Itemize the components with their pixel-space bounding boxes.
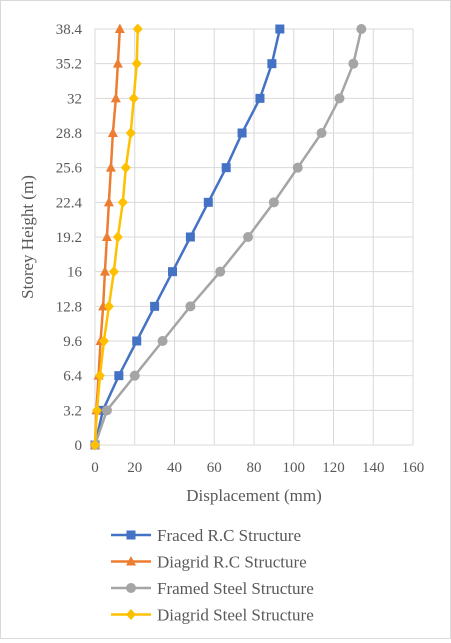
x-tick-label: 0 xyxy=(91,460,99,476)
data-point xyxy=(275,24,285,34)
data-point xyxy=(128,92,139,104)
legend-item: Framed Steel Structure xyxy=(111,579,314,598)
series-group xyxy=(90,23,367,451)
data-point xyxy=(150,301,160,311)
x-axis-title: Displacement (mm) xyxy=(186,486,322,505)
data-point xyxy=(99,266,110,276)
x-tick-label: 140 xyxy=(362,460,385,476)
y-tick-label: 12.8 xyxy=(56,299,82,315)
y-tick-label: 35.2 xyxy=(56,57,82,73)
data-point xyxy=(103,300,114,312)
data-point xyxy=(90,439,100,451)
y-tick-label: 32 xyxy=(67,91,82,107)
data-point xyxy=(131,58,142,70)
data-point xyxy=(120,162,131,174)
data-point xyxy=(110,92,121,103)
series-4 xyxy=(90,23,143,451)
y-tick-labels: 0 3.2 6.4 9.6 12.8 16 19.2 22.4 25.6 28.8 32 35.2 38… xyxy=(56,22,83,454)
y-tick-label: 19.2 xyxy=(56,230,82,246)
data-point xyxy=(356,24,367,34)
legend-label: Framed Steel Structure xyxy=(157,579,314,598)
y-tick-label: 16 xyxy=(67,265,83,281)
x-tick-label: 120 xyxy=(322,460,345,476)
legend-swatch-marker xyxy=(126,556,136,566)
data-point xyxy=(268,197,279,208)
data-point xyxy=(267,59,277,69)
data-point xyxy=(108,266,119,278)
legend-swatch-marker xyxy=(126,609,136,620)
legend-swatch-marker xyxy=(126,530,136,540)
series-3 xyxy=(90,24,367,450)
data-point xyxy=(215,266,226,277)
data-point xyxy=(168,267,178,277)
data-point xyxy=(114,371,124,381)
data-point xyxy=(112,231,123,243)
data-point xyxy=(221,163,231,173)
data-point xyxy=(185,301,196,312)
data-point xyxy=(348,58,359,69)
y-tick-label: 28.8 xyxy=(56,126,82,142)
y-tick-label: 3.2 xyxy=(63,403,82,419)
data-point xyxy=(114,23,125,33)
data-point xyxy=(292,162,303,173)
legend-item: Fraced R.C Structure xyxy=(111,526,301,545)
data-point xyxy=(101,405,112,416)
data-point xyxy=(185,232,195,242)
x-tick-label: 100 xyxy=(283,460,306,476)
y-tick-label: 38.4 xyxy=(56,22,83,38)
y-tick-label: 25.6 xyxy=(56,161,83,177)
data-point xyxy=(237,128,247,138)
data-point xyxy=(105,162,116,172)
data-point xyxy=(132,23,143,35)
x-tick-label: 20 xyxy=(127,460,142,476)
y-tick-label: 6.4 xyxy=(63,369,82,385)
data-point xyxy=(203,197,213,207)
x-tick-label: 40 xyxy=(167,460,182,476)
data-point xyxy=(117,196,128,208)
x-tick-label: 160 xyxy=(402,460,425,476)
legend-item: Diagrid Steel Structure xyxy=(111,606,314,625)
data-point xyxy=(98,335,109,347)
data-point xyxy=(132,336,142,346)
data-point xyxy=(243,232,254,242)
y-axis-title: Storey Height (m) xyxy=(18,175,37,299)
data-point xyxy=(316,128,327,138)
data-point xyxy=(129,370,140,381)
y-tick-label: 9.6 xyxy=(63,334,82,350)
y-tick-label: 0 xyxy=(75,438,83,454)
y-tick-label: 22.4 xyxy=(56,195,83,211)
legend-swatch-marker xyxy=(126,583,136,593)
data-point xyxy=(334,93,345,104)
legend-label: Diagrid Steel Structure xyxy=(157,606,314,625)
data-point xyxy=(112,58,123,68)
legend-label: Fraced R.C Structure xyxy=(157,526,301,545)
legend: Fraced R.C Structure Diagrid R.C Structur… xyxy=(111,526,314,625)
data-point xyxy=(107,127,118,137)
data-point xyxy=(101,231,112,241)
legend-label: Diagrid R.C Structure xyxy=(157,553,307,572)
data-point xyxy=(94,370,105,382)
data-point xyxy=(103,196,114,207)
x-tick-label: 60 xyxy=(207,460,222,476)
legend-item: Diagrid R.C Structure xyxy=(111,553,307,572)
data-point xyxy=(255,93,265,103)
x-tick-label: 80 xyxy=(247,460,262,476)
data-point xyxy=(157,336,168,346)
gridlines xyxy=(94,28,414,446)
data-point xyxy=(91,404,102,416)
x-tick-labels: 0 20 40 60 80 100 120 140 160 xyxy=(91,460,424,476)
